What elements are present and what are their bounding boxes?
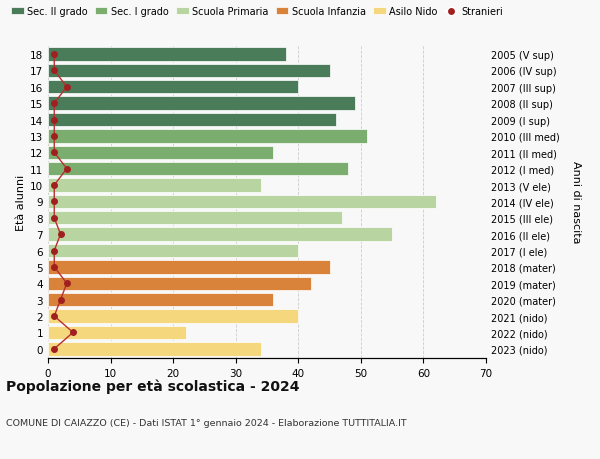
Point [68, 329, 78, 336]
Point [49, 247, 59, 255]
Bar [48, 293, 273, 307]
Y-axis label: Anni di nascita: Anni di nascita [571, 161, 581, 243]
Text: COMUNE DI CAIAZZO (CE) - Dati ISTAT 1° gennaio 2024 - Elaborazione TUTTITALIA.IT: COMUNE DI CAIAZZO (CE) - Dati ISTAT 1° g… [6, 418, 407, 427]
Bar [48, 146, 273, 160]
Point [56, 231, 65, 238]
Point [49, 198, 59, 206]
Bar [48, 48, 286, 62]
Bar [48, 212, 342, 225]
Point [62, 280, 71, 287]
Bar [48, 130, 367, 143]
Point [62, 84, 71, 91]
Bar [48, 65, 329, 78]
Point [49, 117, 59, 124]
Point [49, 182, 59, 189]
Point [49, 313, 59, 320]
Text: Popolazione per età scolastica - 2024: Popolazione per età scolastica - 2024 [6, 379, 299, 393]
Point [49, 149, 59, 157]
Bar [48, 277, 311, 291]
Bar [48, 97, 355, 111]
Point [56, 297, 65, 304]
Point [49, 133, 59, 140]
Bar [48, 228, 392, 241]
Bar [48, 113, 336, 127]
Bar [48, 244, 298, 257]
Bar [48, 326, 185, 339]
Point [62, 166, 71, 173]
Point [49, 263, 59, 271]
Bar [48, 81, 298, 94]
Y-axis label: Età alunni: Età alunni [16, 174, 26, 230]
Point [49, 67, 59, 75]
Bar [48, 310, 298, 323]
Bar [48, 342, 261, 356]
Point [49, 51, 59, 59]
Bar [48, 195, 436, 209]
Legend: Sec. II grado, Sec. I grado, Scuola Primaria, Scuola Infanzia, Asilo Nido, Stran: Sec. II grado, Sec. I grado, Scuola Prim… [11, 7, 503, 17]
Point [49, 100, 59, 107]
Bar [48, 179, 261, 192]
Bar [48, 261, 329, 274]
Bar [48, 162, 349, 176]
Point [49, 345, 59, 353]
Point [49, 215, 59, 222]
